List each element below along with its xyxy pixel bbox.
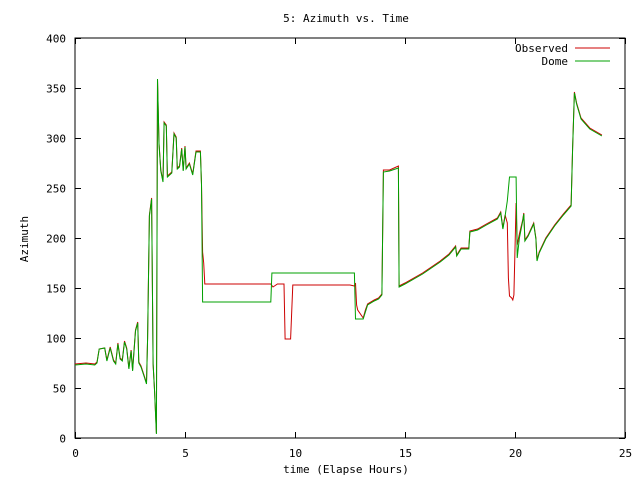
y-tick-label: 50: [53, 383, 66, 396]
series-layer: [74, 78, 603, 435]
y-tick-label: 0: [59, 433, 66, 446]
y-tick-label: 400: [46, 33, 66, 46]
y-tick-label: 350: [46, 83, 66, 96]
x-tick-label: 15: [399, 447, 412, 460]
series-line-dome: [74, 78, 603, 435]
y-tick-label: 200: [46, 233, 66, 246]
x-tick-label: 20: [509, 447, 522, 460]
x-tick-label: 5: [182, 447, 189, 460]
legend: Observed Dome: [515, 42, 610, 68]
x-tick-label: 10: [289, 447, 302, 460]
x-axis-label: time (Elapse Hours): [283, 463, 409, 476]
x-tick-label: 0: [72, 447, 79, 460]
legend-label-observed: Observed: [515, 42, 568, 55]
x-tick-label: 25: [619, 447, 632, 460]
y-tick-label: 150: [46, 283, 66, 296]
y-tick-label: 100: [46, 333, 66, 346]
legend-label-dome: Dome: [542, 55, 569, 68]
y-axis-label: Azimuth: [18, 216, 31, 262]
y-tick-label: 300: [46, 133, 66, 146]
chart-title: 5: Azimuth vs. Time: [283, 12, 409, 25]
y-tick-label: 250: [46, 183, 66, 196]
